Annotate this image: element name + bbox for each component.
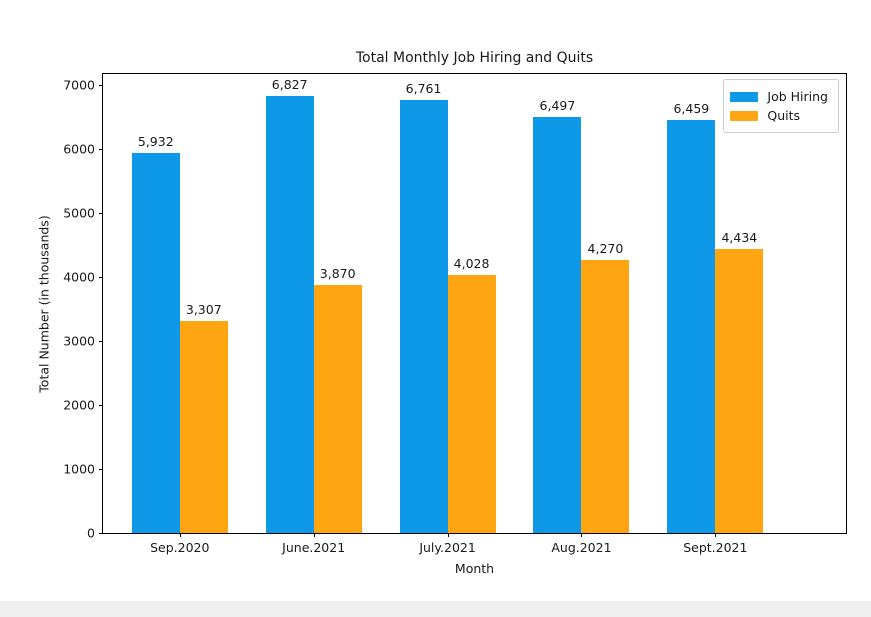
job-hiring-swatch-icon	[730, 91, 759, 102]
y-tick-label: 2000	[63, 397, 95, 413]
legend-item-job-hiring: Job Hiring	[730, 88, 828, 105]
y-tick-label: 5000	[63, 205, 95, 221]
y-tick-label: 6000	[63, 141, 95, 157]
x-tick-label: June.2021	[282, 540, 346, 555]
y-tick-label: 7000	[63, 77, 95, 93]
bar-job-hiring	[533, 117, 582, 533]
bar-value-label: 6,761	[405, 81, 442, 97]
y-tick-label: 3000	[63, 333, 95, 349]
x-tick-label: Sept.2021	[683, 540, 748, 555]
x-tick-mark	[715, 533, 717, 537]
quits-swatch-icon	[730, 110, 759, 121]
bar-value-label: 6,497	[539, 98, 576, 114]
y-tick-mark	[99, 148, 103, 150]
legend-item-quits: Quits	[730, 107, 828, 124]
bar-value-label: 6,827	[271, 77, 308, 93]
y-tick-mark	[99, 212, 103, 214]
bar-job-hiring	[399, 100, 448, 533]
x-tick-mark	[179, 533, 181, 537]
y-tick-label: 4000	[63, 269, 95, 285]
bar-value-label: 4,028	[453, 256, 490, 272]
bar-quits	[179, 321, 228, 533]
bar-value-label: 6,459	[673, 100, 710, 116]
bar-quits	[447, 275, 496, 533]
x-tick-mark	[447, 533, 449, 537]
bar-value-label: 5,932	[137, 134, 174, 150]
y-tick-mark	[99, 468, 103, 470]
y-tick-mark	[99, 276, 103, 278]
bar-value-label: 3,870	[319, 266, 356, 282]
x-tick-mark	[313, 533, 315, 537]
bar-quits	[715, 249, 764, 533]
bar-value-label: 3,307	[185, 302, 222, 318]
x-tick-mark	[581, 533, 583, 537]
x-axis-label: Month	[454, 561, 495, 576]
y-axis-label: Total Number (in thousands)	[36, 214, 52, 393]
bottom-strip	[0, 601, 871, 617]
x-tick-label: Sep.2020	[150, 540, 210, 555]
bar-quits	[313, 285, 362, 533]
x-tick-label: Aug.2021	[551, 540, 612, 555]
y-tick-mark	[99, 340, 103, 342]
chart-title: Total Monthly Job Hiring and Quits	[355, 50, 594, 66]
bar-job-hiring	[667, 119, 716, 533]
y-tick-mark	[99, 404, 103, 406]
bar-quits	[581, 259, 630, 533]
plot-area: Total Number (in thousands) Month Job Hi…	[37, 73, 847, 576]
bar-value-label: 4,434	[721, 230, 758, 246]
bar-value-label: 4,270	[587, 240, 624, 256]
y-tick-mark	[99, 84, 103, 86]
bar-job-hiring	[131, 153, 180, 533]
y-tick-label: 0	[87, 525, 95, 541]
bar-job-hiring	[265, 96, 314, 533]
y-tick-label: 1000	[63, 461, 95, 477]
y-tick-mark	[99, 533, 103, 534]
x-tick-label: July.2021	[419, 540, 476, 555]
legend-label-job-hiring: Job Hiring	[767, 89, 828, 104]
legend-label-quits: Quits	[767, 108, 801, 123]
legend: Job Hiring Quits	[723, 79, 839, 133]
